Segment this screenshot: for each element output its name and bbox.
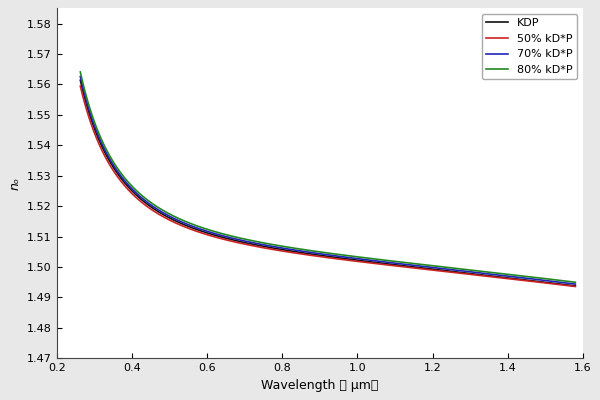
Line: 70% kD*P: 70% kD*P: [80, 77, 575, 284]
70% kD*P: [572, 282, 579, 286]
70% kD*P: [266, 244, 274, 248]
Line: 80% kD*P: 80% kD*P: [80, 72, 575, 282]
KDP: [133, 193, 140, 198]
70% kD*P: [288, 247, 295, 252]
50% kD*P: [163, 216, 170, 221]
80% kD*P: [77, 70, 84, 74]
KDP: [288, 249, 295, 254]
Line: 50% kD*P: 50% kD*P: [80, 86, 575, 286]
50% kD*P: [509, 277, 516, 282]
KDP: [562, 282, 569, 287]
KDP: [509, 276, 516, 281]
80% kD*P: [572, 280, 579, 285]
50% kD*P: [562, 283, 569, 288]
80% kD*P: [509, 272, 516, 277]
KDP: [77, 78, 84, 83]
70% kD*P: [77, 74, 84, 79]
70% kD*P: [509, 274, 516, 279]
50% kD*P: [288, 250, 295, 255]
50% kD*P: [133, 196, 140, 200]
KDP: [266, 245, 274, 250]
80% kD*P: [133, 188, 140, 193]
50% kD*P: [77, 84, 84, 88]
80% kD*P: [266, 242, 274, 246]
Legend: KDP, 50% kD*P, 70% kD*P, 80% kD*P: KDP, 50% kD*P, 70% kD*P, 80% kD*P: [482, 14, 577, 80]
70% kD*P: [163, 212, 170, 217]
KDP: [163, 214, 170, 218]
70% kD*P: [133, 191, 140, 196]
Line: KDP: KDP: [80, 80, 575, 286]
50% kD*P: [572, 284, 579, 289]
80% kD*P: [288, 245, 295, 250]
Y-axis label: nₒ: nₒ: [8, 177, 22, 190]
80% kD*P: [562, 279, 569, 284]
70% kD*P: [562, 280, 569, 285]
X-axis label: Wavelength （ μm）: Wavelength （ μm）: [261, 379, 379, 392]
80% kD*P: [163, 210, 170, 214]
50% kD*P: [266, 246, 274, 251]
KDP: [572, 284, 579, 288]
